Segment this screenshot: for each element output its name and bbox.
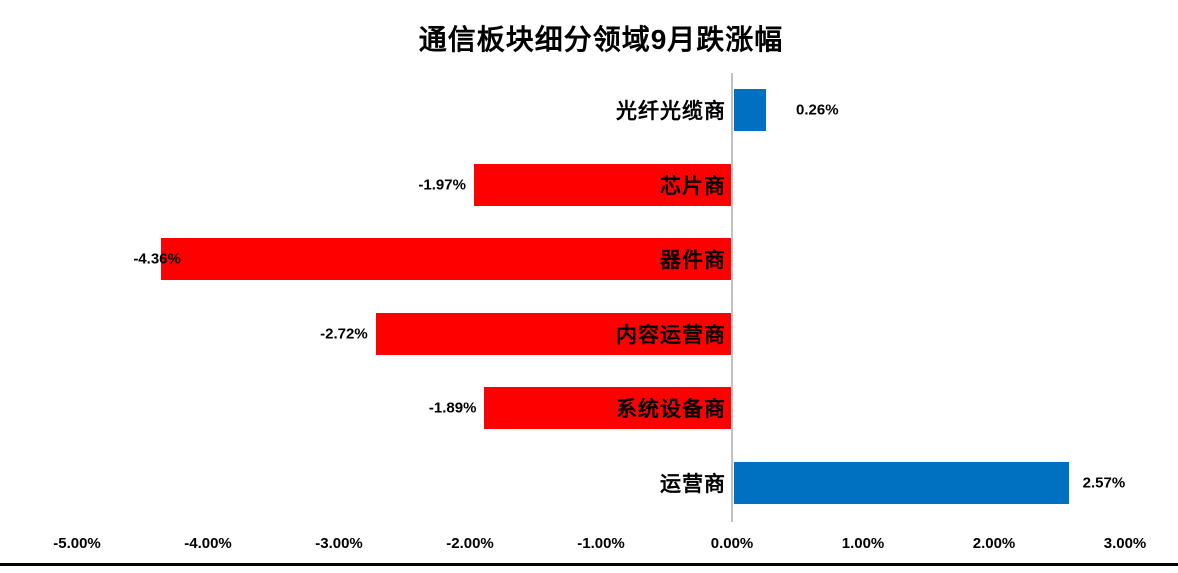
zero-axis-line bbox=[731, 73, 733, 522]
value-label: 2.57% bbox=[1082, 474, 1126, 492]
category-label: 运营商 bbox=[660, 472, 726, 496]
bar bbox=[484, 387, 732, 430]
value-label: 0.26% bbox=[796, 101, 839, 119]
x-tick-label: 0.00% bbox=[710, 535, 754, 552]
bar bbox=[734, 461, 1069, 504]
category-label: 器件商 bbox=[660, 249, 726, 273]
x-tick-label: 1.00% bbox=[841, 535, 885, 552]
x-tick-label: -3.00% bbox=[315, 535, 363, 552]
category-label: 系统设备商 bbox=[616, 398, 726, 422]
value-label: -1.89% bbox=[428, 399, 477, 417]
x-tick-label: -4.00% bbox=[184, 535, 232, 552]
x-tick-label: -5.00% bbox=[53, 535, 101, 552]
value-label: -4.36% bbox=[133, 250, 181, 268]
category-label: 光纤光缆商 bbox=[616, 100, 726, 124]
value-label: -2.72% bbox=[320, 325, 368, 343]
category-label: 内容运营商 bbox=[616, 323, 726, 347]
value-label: -1.97% bbox=[418, 176, 466, 194]
bar bbox=[375, 312, 732, 355]
bar bbox=[160, 238, 732, 281]
bottom-border bbox=[0, 563, 1178, 566]
x-tick-label: -1.00% bbox=[577, 535, 625, 552]
bar bbox=[473, 163, 732, 206]
x-tick-label: 3.00% bbox=[1103, 535, 1147, 552]
chart-title: 通信板块细分领域9月跌涨幅 bbox=[418, 24, 784, 55]
x-tick-label: -2.00% bbox=[446, 535, 494, 552]
x-tick-label: 2.00% bbox=[972, 535, 1016, 552]
bar bbox=[734, 89, 767, 132]
category-label: 芯片商 bbox=[660, 174, 726, 198]
